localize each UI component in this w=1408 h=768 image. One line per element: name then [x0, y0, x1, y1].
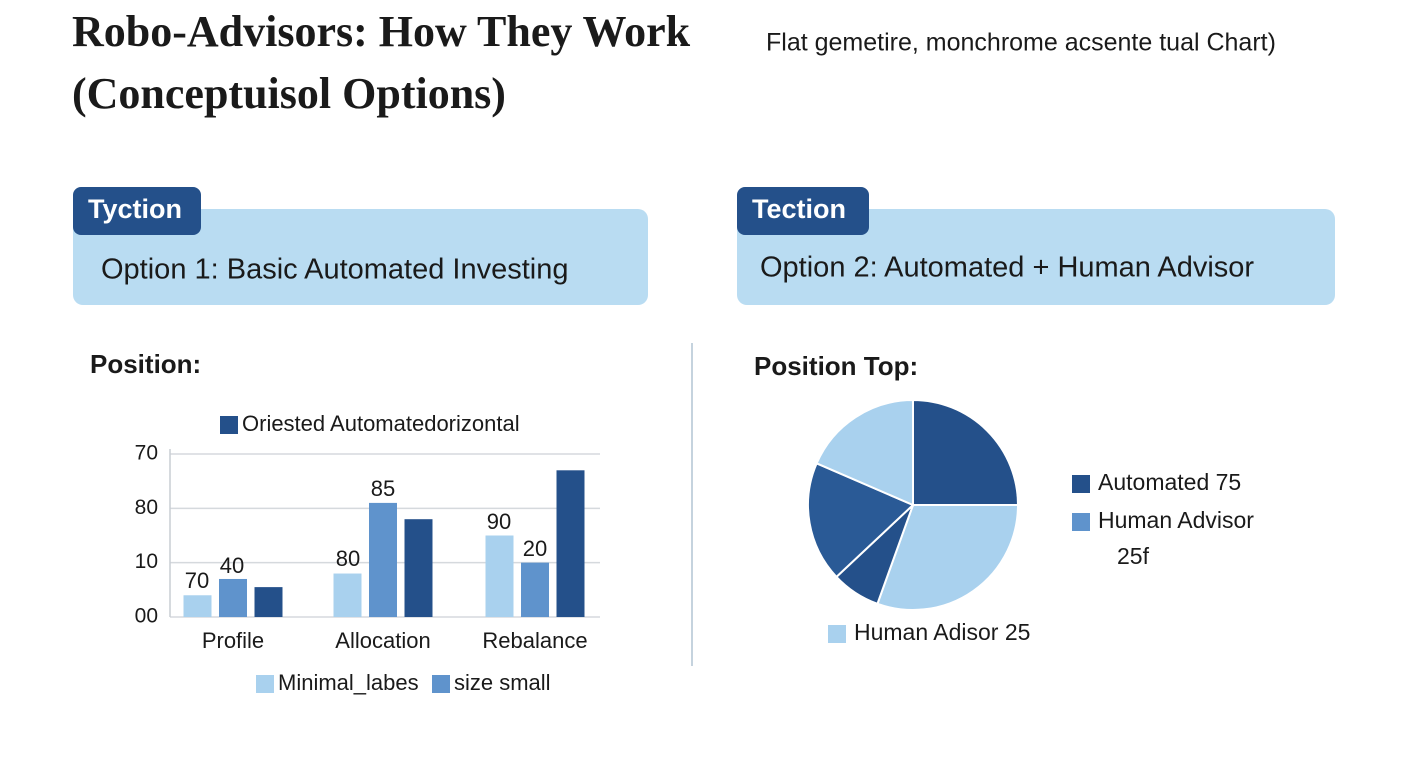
legend-swatch: [256, 675, 274, 693]
legend-label: Minimal_labes: [278, 670, 419, 695]
legend-label: Human Adisor 25: [854, 619, 1030, 645]
bar: [556, 470, 585, 617]
bar: [183, 595, 212, 617]
legend-swatch: [1072, 475, 1090, 493]
x-tick-label: Profile: [202, 628, 264, 653]
pie-slice: [815, 398, 914, 507]
annotation: 80: [336, 546, 360, 571]
section-box: [73, 209, 648, 305]
y-tick-label: 70: [135, 442, 158, 465]
bar: [404, 519, 433, 617]
section-label: Position Top:: [754, 351, 918, 381]
pie-slice: [912, 398, 1020, 506]
y-tick-label: 00: [135, 605, 158, 628]
title-line: (Conceptuisol Options): [72, 69, 506, 118]
section-heading: Option 1: Basic Automated Investing: [101, 254, 569, 286]
legend-swatch: [1072, 513, 1090, 531]
annotation: 20: [523, 536, 547, 561]
annotation: 25f: [1117, 543, 1150, 569]
bar: [521, 562, 549, 617]
annotation: 85: [371, 476, 395, 501]
annotation: 40: [220, 553, 244, 578]
annotation: 70: [185, 568, 209, 593]
bar: [485, 535, 514, 617]
pie-slice: [807, 461, 915, 579]
title: Robo-Advisors: How They Work: [72, 7, 691, 56]
legend-label: Oriested Automatedorizontal: [242, 411, 520, 436]
section-box: [737, 209, 1335, 305]
x-tick-label: Rebalance: [482, 628, 587, 653]
x-tick-label: Allocation: [335, 628, 430, 653]
bar: [254, 587, 283, 617]
legend-label: size small: [454, 670, 551, 695]
bar: [219, 578, 247, 617]
section-heading: Option 2: Automated + Human Advisor: [760, 252, 1254, 284]
legend-label: Automated 75: [1098, 469, 1241, 495]
bar: [333, 573, 362, 617]
y-tick-label: 10: [135, 550, 158, 573]
section-tag: Tyction: [88, 194, 182, 224]
legend-label: Human Advisor: [1098, 507, 1254, 533]
legend-swatch: [828, 625, 846, 643]
pie-slice: [876, 504, 1020, 611]
subtitle: Flat gemetire, monchrome acsente tual Ch…: [766, 29, 1276, 57]
bar: [369, 502, 397, 617]
legend-swatch: [432, 675, 450, 693]
annotation: 90: [487, 509, 511, 534]
section-tag-box: [73, 187, 201, 235]
section-tag: Tection: [752, 194, 846, 224]
section-tag-box: [737, 187, 869, 235]
section-label: Position:: [90, 349, 201, 379]
y-tick-label: 80: [135, 496, 158, 519]
legend-swatch: [220, 416, 238, 434]
